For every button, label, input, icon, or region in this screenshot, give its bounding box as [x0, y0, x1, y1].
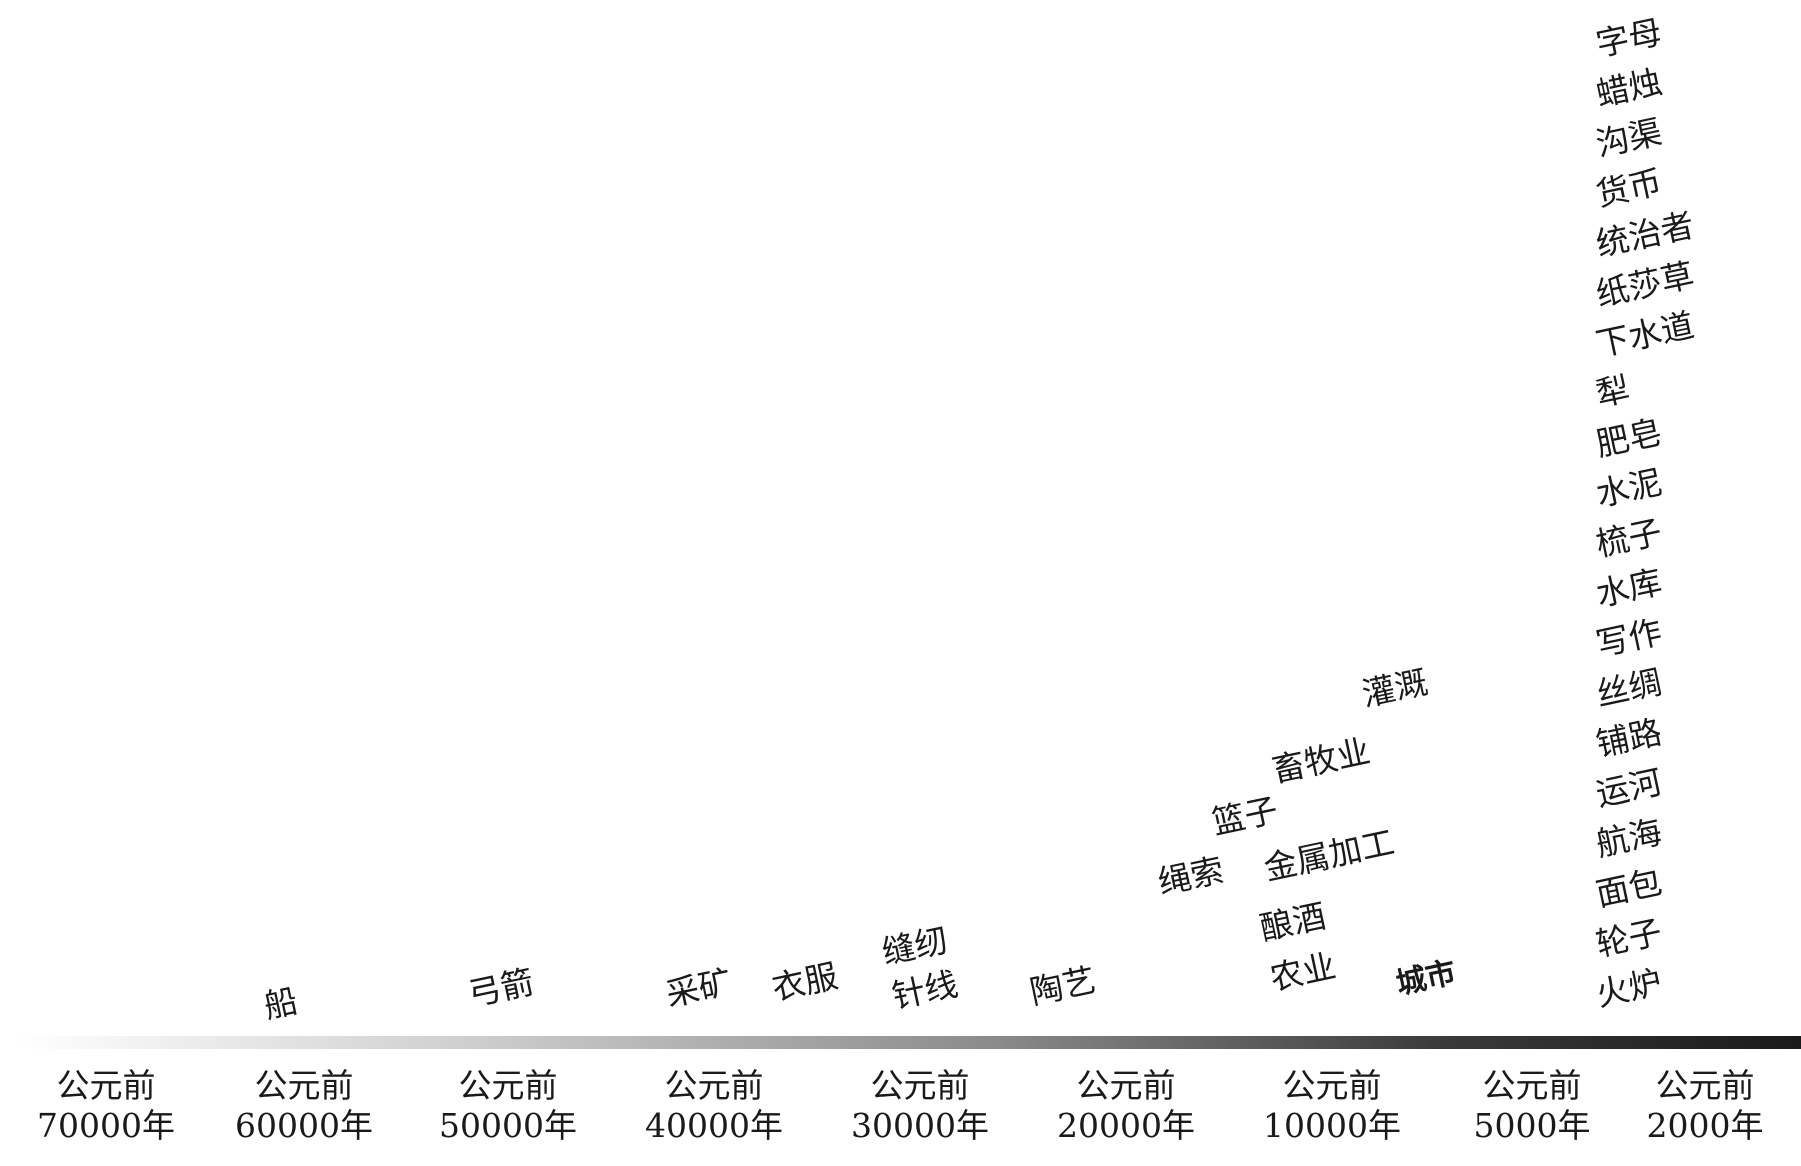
era-label-40000bc: 公元前 40000年 [645, 1066, 783, 1145]
stack-item-paving: 铺路 [1592, 712, 1666, 764]
label-pottery: 陶艺 [1026, 960, 1100, 1012]
era-label-5000bc: 公元前 5000年 [1473, 1066, 1591, 1145]
era-label-20000bc: 公元前 20000年 [1057, 1066, 1195, 1145]
stack-item-reservoir: 水库 [1592, 562, 1666, 614]
stack-item-currency: 货币 [1592, 162, 1666, 214]
stack-item-bread: 面包 [1592, 862, 1666, 914]
label-sewing: 缝纫 [878, 920, 952, 972]
stack-item-wheel: 轮子 [1592, 912, 1666, 964]
era-label-70000bc: 公元前 70000年 [37, 1066, 175, 1145]
label-husbandry: 畜牧业 [1268, 731, 1374, 790]
stack-item-furnace: 火炉 [1592, 962, 1666, 1014]
stack-item-silk: 丝绸 [1592, 662, 1666, 714]
label-brewing: 酿酒 [1256, 896, 1330, 948]
stack-item-ruler: 统治者 [1592, 205, 1698, 264]
stack-item-canal: 运河 [1592, 762, 1666, 814]
stack-item-writing: 写作 [1592, 612, 1666, 664]
stack-item-papyrus: 纸莎草 [1592, 255, 1698, 314]
stack-item-soap: 肥皂 [1592, 412, 1666, 464]
label-agriculture: 农业 [1266, 946, 1340, 998]
stack-item-plow: 犁 [1592, 368, 1633, 414]
label-city: 城市 [1393, 955, 1460, 1002]
stack-item-candle: 蜡烛 [1592, 62, 1666, 114]
label-ship: 船 [260, 980, 301, 1026]
label-clothing: 衣服 [768, 956, 842, 1008]
stack-item-cement: 水泥 [1592, 462, 1666, 514]
label-rope: 绳索 [1154, 850, 1228, 902]
label-bow-arrow: 弓箭 [464, 962, 538, 1014]
era-label-2000bc: 公元前 2000年 [1646, 1066, 1764, 1145]
era-label-10000bc: 公元前 10000年 [1263, 1066, 1401, 1145]
stack-item-ditch: 沟渠 [1592, 112, 1666, 164]
label-mining: 采矿 [662, 962, 736, 1014]
label-irrigation: 灌溉 [1358, 662, 1432, 714]
timeline-gradient-bar [18, 1036, 1801, 1049]
label-basket: 篮子 [1208, 790, 1282, 842]
era-label-50000bc: 公元前 50000年 [439, 1066, 577, 1145]
era-label-60000bc: 公元前 60000年 [235, 1066, 373, 1145]
label-needle-thread: 针线 [888, 964, 962, 1016]
era-label-30000bc: 公元前 30000年 [851, 1066, 989, 1145]
stack-item-sewer: 下水道 [1592, 305, 1698, 364]
stack-item-navigation: 航海 [1592, 812, 1666, 864]
stack-item-comb: 梳子 [1592, 512, 1666, 564]
label-metalwork: 金属加工 [1260, 822, 1398, 888]
stack-item-alphabet: 字母 [1592, 12, 1666, 64]
